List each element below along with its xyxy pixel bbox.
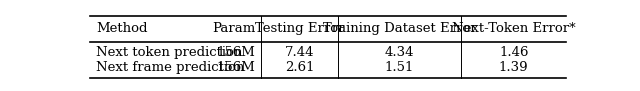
Text: Param: Param [212, 22, 255, 35]
Text: 156M: 156M [216, 46, 255, 59]
Text: 1.39: 1.39 [499, 62, 529, 75]
Text: Next frame prediction: Next frame prediction [96, 62, 244, 75]
Text: 1.46: 1.46 [499, 46, 529, 59]
Text: 1.51: 1.51 [385, 62, 414, 75]
Text: Next token prediction: Next token prediction [96, 46, 243, 59]
Text: Testing Error: Testing Error [255, 22, 344, 35]
Text: Method: Method [96, 22, 147, 35]
Text: Training Dataset Error: Training Dataset Error [323, 22, 476, 35]
Text: 156M: 156M [216, 62, 255, 75]
Text: 2.61: 2.61 [285, 62, 314, 75]
Text: 7.44: 7.44 [285, 46, 314, 59]
Text: Next-Token Error*: Next-Token Error* [452, 22, 575, 35]
Text: 4.34: 4.34 [385, 46, 414, 59]
